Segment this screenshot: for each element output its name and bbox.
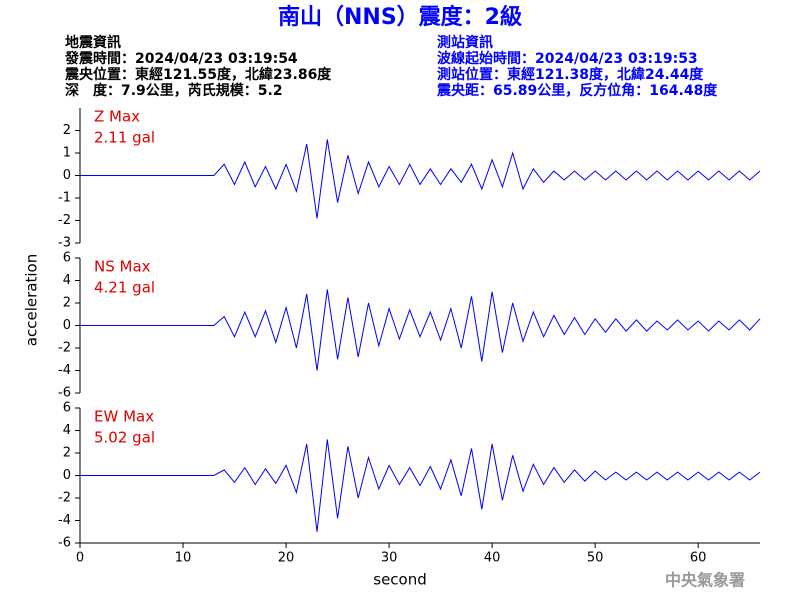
chart-title: 南山（NNS）震度：2級 [278, 4, 522, 30]
info-text: 地震資訊 [65, 34, 121, 51]
info-text: 震央距：65.89公里，反方位角：164.48度 [436, 82, 718, 99]
x-tick-label: 10 [175, 551, 192, 566]
info-text: 震央位置：東經121.55度，北緯23.86度 [64, 66, 332, 83]
y-tick-label: 4 [63, 273, 71, 288]
y-tick-label: 2 [63, 446, 71, 461]
info-text: 深 度：7.9公里，芮氏規模：5.2 [65, 82, 283, 99]
y-tick-label: -6 [58, 386, 71, 401]
y-tick-label: 2 [63, 296, 71, 311]
info-text: 測站資訊 [437, 34, 493, 51]
waveform [80, 439, 761, 532]
y-tick-label: -1 [58, 191, 71, 206]
y-tick-label: 6 [63, 251, 71, 266]
y-tick-label: -2 [58, 341, 71, 356]
y-tick-label: -4 [58, 363, 71, 378]
annotation: 5.02 gal [94, 429, 155, 447]
annotation: Z Max [94, 108, 140, 126]
info-text: 發震時間：2024/04/23 03:19:54 [64, 50, 298, 67]
x-tick-label: 60 [690, 551, 707, 566]
annotation: EW Max [94, 408, 154, 426]
y-tick-label: 0 [63, 318, 71, 333]
annotation: 4.21 gal [94, 279, 155, 297]
y-axis-label: acceleration [23, 254, 41, 346]
y-tick-label: 1 [63, 146, 71, 161]
y-tick-label: -3 [58, 236, 71, 251]
waveform [80, 139, 761, 219]
y-tick-label: 2 [63, 123, 71, 138]
x-tick-label: 40 [484, 551, 501, 566]
y-tick-label: -4 [58, 513, 71, 528]
info-text: 波線起始時間：2024/04/23 03:19:53 [437, 50, 698, 67]
annotation: 2.11 gal [94, 129, 155, 147]
x-tick-label: 30 [381, 551, 398, 566]
y-tick-label: 4 [63, 423, 71, 438]
x-tick-label: 20 [278, 551, 295, 566]
y-tick-label: 6 [63, 401, 71, 416]
y-tick-label: 0 [63, 168, 71, 183]
y-tick-label: -2 [58, 213, 71, 228]
y-tick-label: 0 [63, 468, 71, 483]
x-tick-label: 0 [76, 551, 84, 566]
x-tick-label: 50 [587, 551, 604, 566]
annotation: NS Max [94, 258, 151, 276]
footer: 中央氣象署 [665, 571, 745, 590]
x-axis-label: second [373, 571, 427, 589]
y-tick-label: -6 [58, 536, 71, 551]
waveform [80, 289, 761, 371]
y-tick-label: -2 [58, 491, 71, 506]
info-text: 測站位置：東經121.38度，北緯24.44度 [437, 66, 704, 83]
